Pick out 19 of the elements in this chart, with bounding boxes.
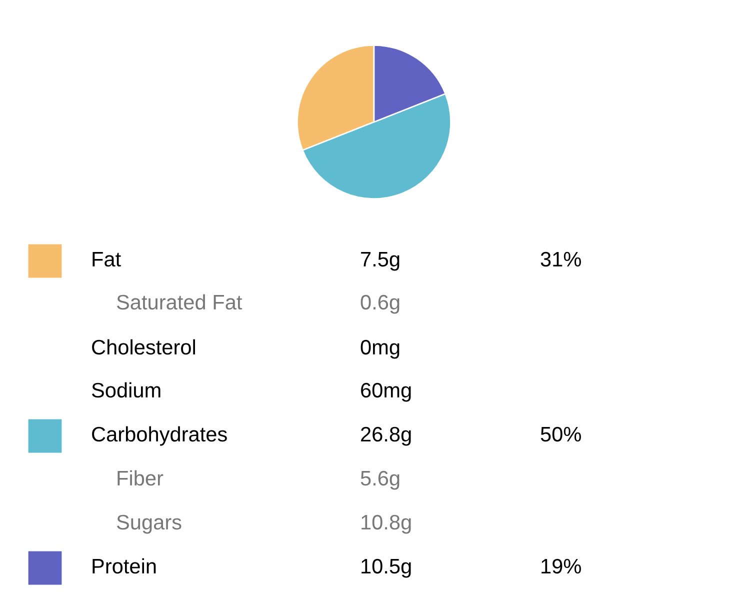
- data-label: 31%: [540, 252, 581, 267]
- text: Sodium: [92, 382, 160, 398]
- text: 26.8g: [361, 426, 411, 446]
- text: 10.5g: [362, 558, 411, 578]
- legend-label: Fat: [92, 252, 121, 267]
- text: 5.6g: [360, 470, 400, 490]
- data-label: 50%: [540, 426, 581, 442]
- legend-label: Carbohydrates: [92, 426, 227, 446]
- data-label: 19%: [542, 558, 581, 574]
- text: Cholesterol: [92, 339, 195, 355]
- text: 60mg: [361, 382, 411, 402]
- text: Fiber: [118, 470, 164, 486]
- legend-label: Protein: [92, 558, 156, 574]
- text: 0.6g: [360, 294, 400, 314]
- text: 0mg: [360, 340, 400, 359]
- text: 10.8g: [362, 514, 411, 534]
- text: 7.5g: [361, 252, 400, 271]
- text: Saturated Fat: [116, 294, 242, 310]
- text: Sugars: [116, 514, 182, 534]
